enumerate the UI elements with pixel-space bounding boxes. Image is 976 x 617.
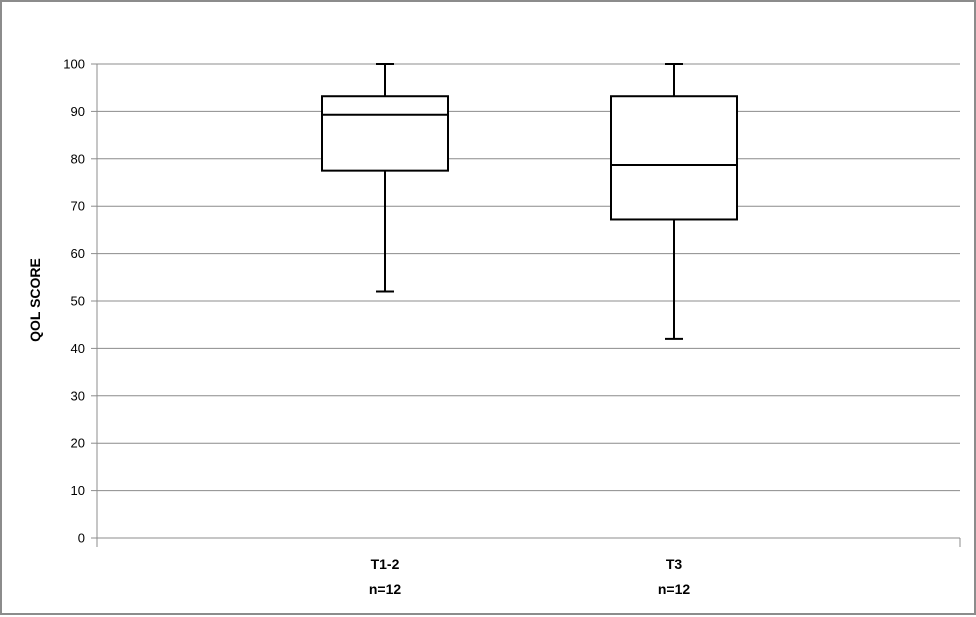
y-axis-label: QOL SCORE [27,258,43,342]
y-tick-label: 100 [63,57,85,72]
y-tick-label: 20 [71,436,85,451]
y-axis-ticks: 0 10 20 30 40 50 60 70 80 90 100 [63,57,97,546]
iqr-box [610,95,738,221]
y-tick-label: 90 [71,104,85,119]
y-tick-label: 50 [71,294,85,309]
category-n-label: n=12 [658,581,691,597]
box-t1-2 [321,63,449,293]
y-tick-label: 30 [71,388,85,403]
category-n-label: n=12 [369,581,402,597]
y-tick-label: 0 [78,531,85,546]
iqr-box [321,95,449,172]
y-tick-label: 60 [71,246,85,261]
y-tick-label: 10 [71,483,85,498]
y-tick-label: 80 [71,151,85,166]
category-label: T1-2 [371,556,400,572]
x-axis [96,64,961,547]
y-tick-label: 70 [71,199,85,214]
y-tick-label: 40 [71,341,85,356]
box-t3 [610,63,738,340]
category-label: T3 [666,556,683,572]
category-labels: T1-2 n=12 T3 n=12 [369,556,691,597]
boxes [321,63,738,340]
gridlines [97,63,960,539]
